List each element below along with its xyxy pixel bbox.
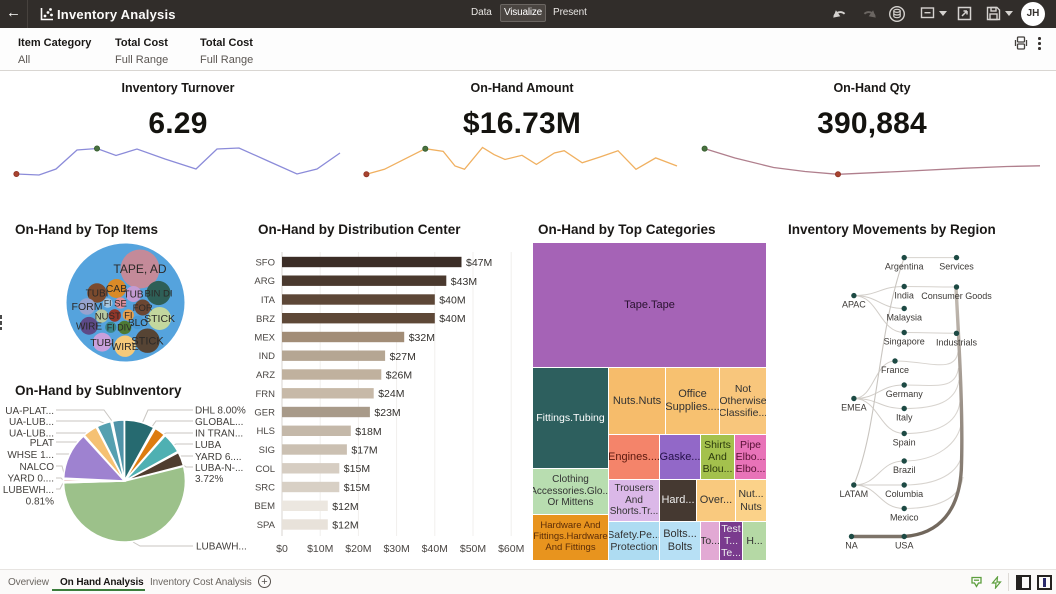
svg-text:$30M: $30M	[383, 543, 409, 555]
svg-text:BEM: BEM	[254, 501, 275, 512]
svg-text:$40M: $40M	[422, 543, 448, 555]
svg-text:India: India	[894, 291, 914, 301]
svg-text:$24M: $24M	[378, 388, 404, 400]
svg-text:UA-PLAT...: UA-PLAT...	[5, 406, 54, 417]
svg-text:$50M: $50M	[460, 543, 486, 555]
svg-text:Services: Services	[939, 262, 974, 272]
svg-text:PLAT: PLAT	[30, 438, 54, 449]
svg-text:LUBA-N-...: LUBA-N-...	[195, 463, 243, 474]
svg-text:LUBEWH...: LUBEWH...	[3, 485, 54, 496]
svg-text:$0: $0	[276, 543, 288, 555]
svg-text:STICK: STICK	[144, 313, 175, 325]
svg-text:EMEA: EMEA	[841, 403, 867, 413]
svg-text:SFO: SFO	[255, 258, 275, 269]
svg-text:LUBAWH...: LUBAWH...	[196, 542, 247, 553]
svg-text:$15M: $15M	[344, 482, 370, 494]
svg-text:$43M: $43M	[451, 276, 477, 288]
svg-text:$20M: $20M	[345, 543, 371, 555]
svg-text:Brazil: Brazil	[893, 465, 916, 475]
svg-text:YARD 0....: YARD 0....	[8, 474, 55, 485]
svg-text:$18M: $18M	[355, 426, 381, 438]
svg-text:$10M: $10M	[307, 543, 333, 555]
svg-text:STICK: STICK	[131, 336, 164, 348]
svg-text:SE: SE	[114, 298, 127, 309]
svg-text:CAB: CAB	[106, 283, 128, 295]
svg-text:Argentina: Argentina	[885, 262, 924, 272]
svg-text:DIV: DIV	[117, 323, 132, 333]
svg-text:Mexico: Mexico	[890, 513, 919, 523]
svg-text:APAC: APAC	[842, 300, 866, 310]
svg-text:$12M: $12M	[332, 501, 358, 513]
svg-text:TUBI: TUBI	[90, 337, 114, 349]
svg-text:IN TRAN...: IN TRAN...	[195, 429, 243, 440]
svg-text:IND: IND	[259, 351, 276, 362]
svg-text:FI: FI	[107, 323, 115, 333]
svg-text:SIG: SIG	[259, 445, 275, 456]
svg-text:$47M: $47M	[466, 257, 492, 269]
svg-text:YARD 6....: YARD 6....	[195, 452, 242, 463]
svg-text:ARZ: ARZ	[256, 370, 275, 381]
svg-text:BRZ: BRZ	[256, 314, 275, 325]
svg-text:ARG: ARG	[254, 276, 275, 287]
svg-text:LATAM: LATAM	[839, 489, 868, 499]
svg-text:Germany: Germany	[886, 389, 924, 399]
svg-text:Singapore: Singapore	[884, 337, 925, 347]
svg-text:FORM: FORM	[72, 301, 103, 313]
svg-text:UA-LUB...: UA-LUB...	[9, 417, 54, 428]
svg-text:FOR: FOR	[133, 303, 153, 314]
svg-text:FRN: FRN	[255, 389, 275, 400]
svg-text:TUBI: TUBI	[86, 289, 109, 300]
svg-text:UA-LUB...: UA-LUB...	[9, 428, 54, 439]
svg-text:BLO: BLO	[128, 318, 148, 329]
svg-text:WIRE: WIRE	[76, 321, 102, 332]
svg-text:3.72%: 3.72%	[195, 474, 223, 485]
svg-text:$17M: $17M	[351, 445, 377, 457]
svg-text:0.81%: 0.81%	[26, 497, 54, 508]
svg-text:ITA: ITA	[261, 295, 276, 306]
svg-text:NU: NU	[95, 311, 109, 322]
svg-text:$40M: $40M	[439, 295, 465, 307]
svg-text:$23M: $23M	[374, 407, 400, 419]
svg-text:$27M: $27M	[390, 351, 416, 363]
svg-text:HLS: HLS	[257, 426, 275, 437]
svg-text:COL: COL	[255, 464, 275, 475]
svg-text:ST: ST	[109, 311, 121, 322]
svg-text:NA: NA	[845, 541, 858, 551]
svg-text:Italy: Italy	[896, 413, 913, 423]
svg-text:$40M: $40M	[439, 313, 465, 325]
svg-text:TUB: TUB	[124, 290, 144, 301]
svg-text:NALCO: NALCO	[20, 462, 55, 473]
svg-text:$12M: $12M	[332, 520, 358, 532]
svg-text:France: France	[881, 365, 909, 375]
svg-text:FI: FI	[124, 310, 132, 321]
svg-text:SPA: SPA	[257, 520, 276, 531]
svg-text:Consumer Goods: Consumer Goods	[921, 291, 992, 301]
svg-text:FI: FI	[104, 298, 112, 308]
svg-text:LUBA: LUBA	[195, 440, 221, 451]
svg-text:WHSE 1...: WHSE 1...	[7, 450, 54, 461]
svg-text:MEX: MEX	[254, 333, 275, 344]
svg-text:$32M: $32M	[409, 332, 435, 344]
svg-text:DHL 8.00%: DHL 8.00%	[195, 405, 246, 416]
svg-text:BIN DI: BIN DI	[145, 288, 173, 299]
svg-text:WIRE: WIRE	[111, 341, 138, 353]
svg-text:GER: GER	[254, 408, 275, 419]
svg-text:TAPE, AD: TAPE, AD	[113, 262, 166, 276]
svg-text:$60M: $60M	[498, 543, 524, 555]
svg-text:$15M: $15M	[344, 463, 370, 475]
svg-text:Spain: Spain	[893, 438, 916, 448]
svg-text:$26M: $26M	[386, 370, 412, 382]
svg-text:Industrials: Industrials	[936, 337, 978, 347]
svg-text:Columbia: Columbia	[885, 489, 923, 499]
svg-text:GLOBAL...: GLOBAL...	[195, 417, 243, 428]
svg-text:SRC: SRC	[255, 483, 275, 494]
svg-text:Malaysia: Malaysia	[886, 313, 922, 323]
svg-text:USA: USA	[895, 541, 914, 551]
